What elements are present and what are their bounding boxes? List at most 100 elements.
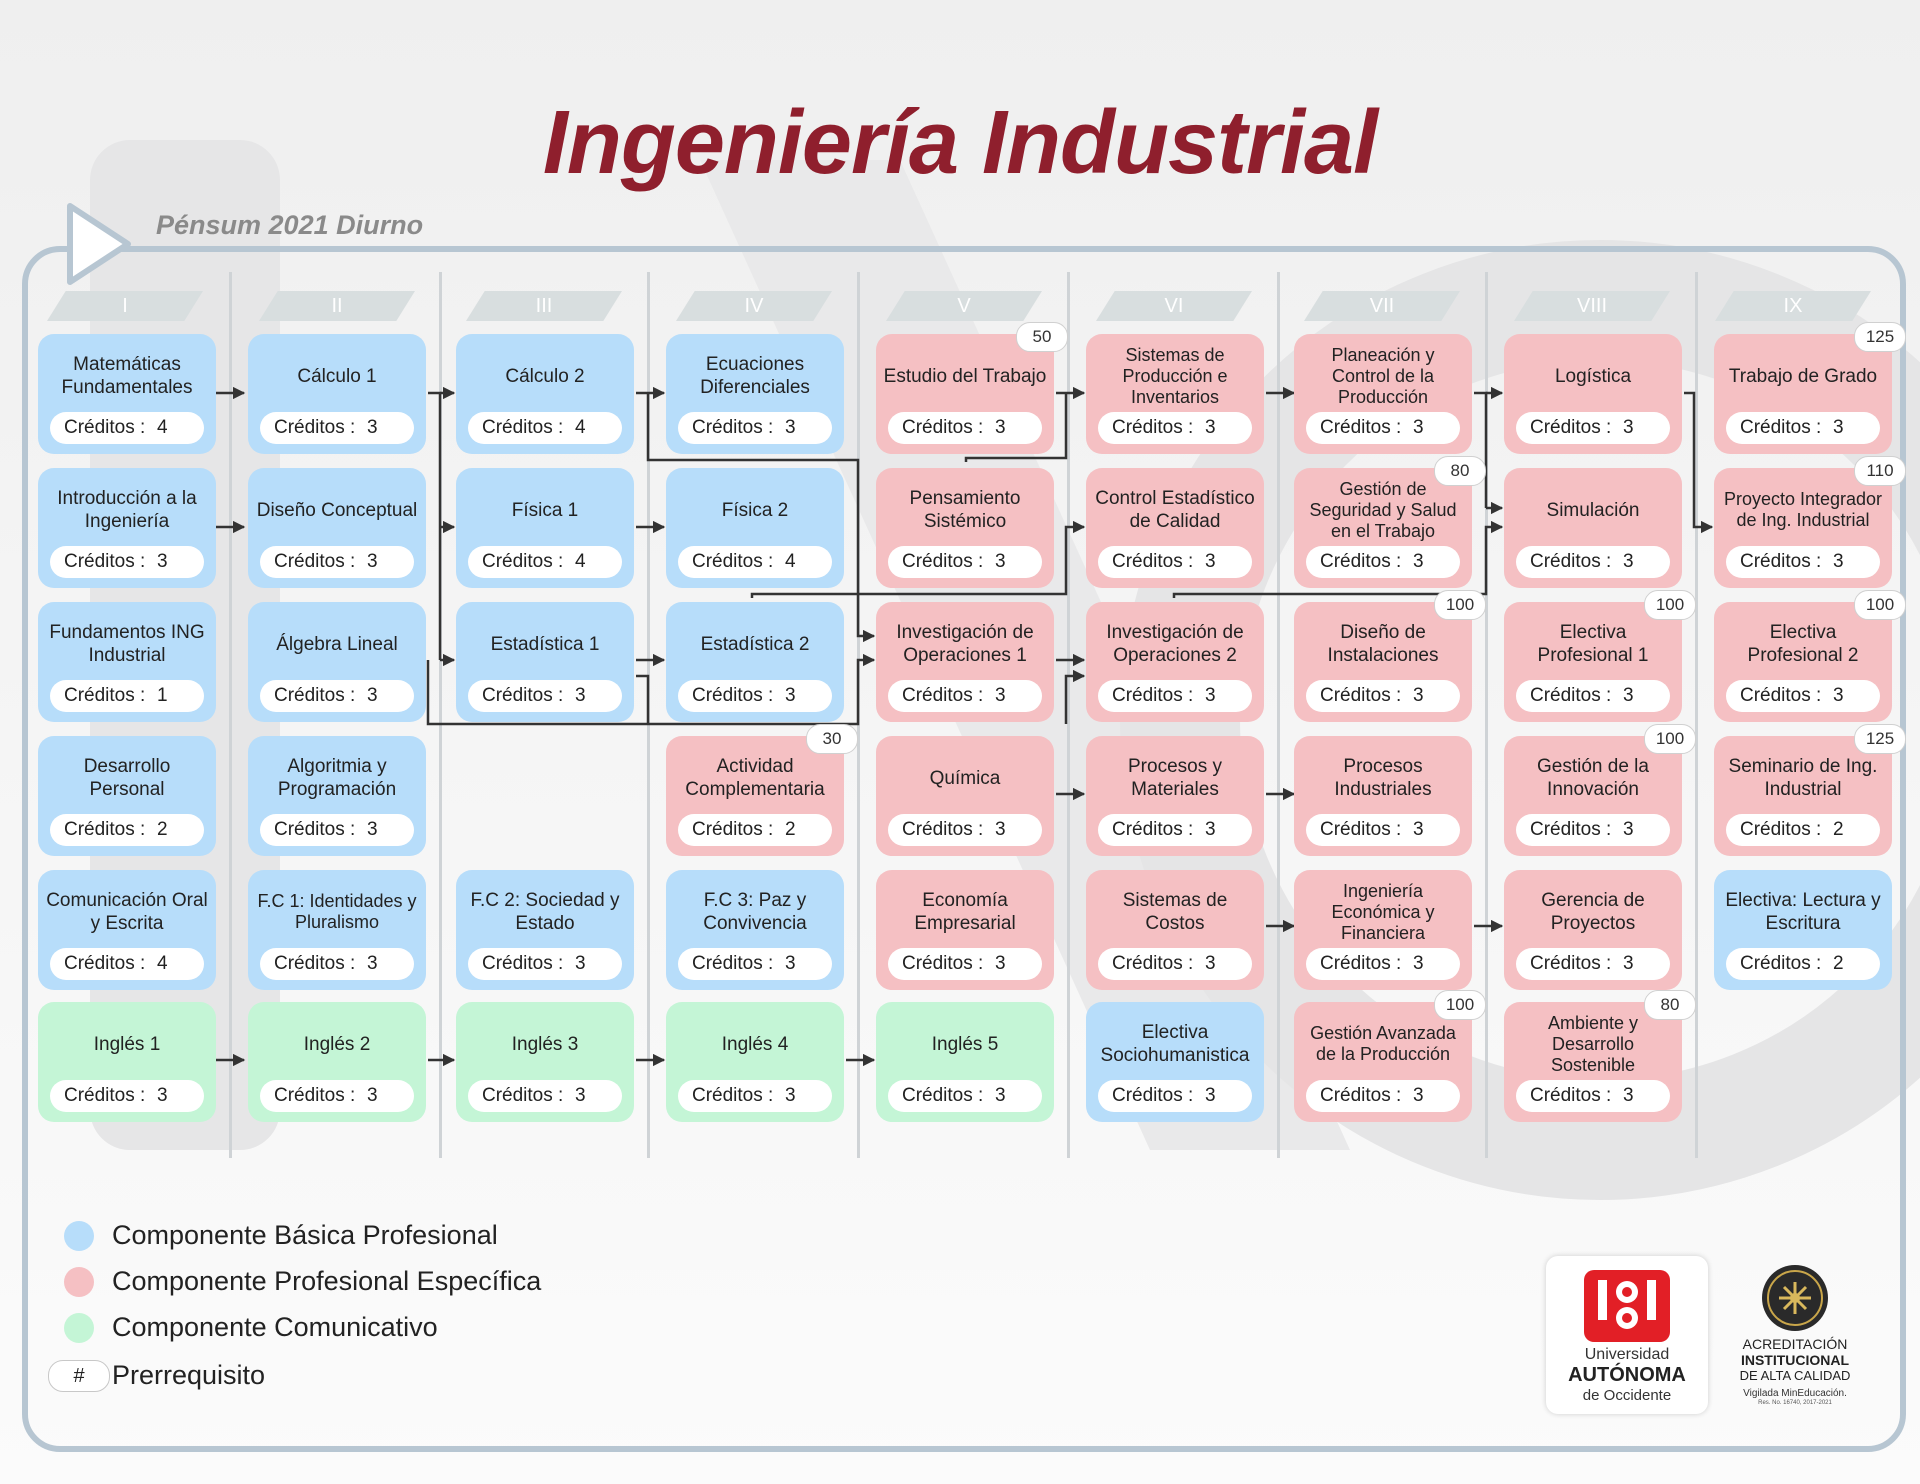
course-card-simulacion[interactable]: Simulación Créditos : 3 [1504,468,1682,588]
course-card-fc2[interactable]: F.C 2: Sociedad y Estado Créditos : 3 [456,870,634,990]
course-card-fc3[interactable]: F.C 3: Paz y Convivencia Créditos : 3 [666,870,844,990]
credits-pill: Créditos : 3 [1726,412,1880,444]
course-card-amb-des[interactable]: Ambiente y Desarrollo Sostenible Créditos… [1504,990,1696,1122]
course-name: Investigación de Operaciones 1 [896,622,1034,666]
credits-value: 3 [995,819,1006,840]
course-card-gest-seg[interactable]: Gestión de Seguridad y Salud en el Traba… [1294,456,1486,588]
course-card-fc1[interactable]: F.C 1: Identidades y Pluralismo Créditos … [248,870,426,990]
course-card-econ-emp[interactable]: Economía Empresarial Créditos : 3 [876,870,1054,990]
credits-pill: Créditos : 3 [888,412,1042,444]
course-card-fisica1[interactable]: Física 1 Créditos : 4 [456,468,634,588]
course-card-des-pers[interactable]: Desarrollo Personal Créditos : 2 [38,736,216,856]
credits-pill: Créditos : 4 [468,412,622,444]
course-name: Diseño de Instalaciones [1327,622,1439,666]
course-card-estad2[interactable]: Estadística 2 Créditos : 3 [666,602,844,722]
course-card-algoritmia[interactable]: Algoritmia y Programación Créditos : 3 [248,736,426,856]
course-card-sist-cost[interactable]: Sistemas de Costos Créditos : 3 [1086,870,1264,990]
credits-label: Créditos : [482,1085,564,1106]
course-card-alg-lin[interactable]: Álgebra Lineal Créditos : 3 [248,602,426,722]
course-card-logistica[interactable]: Logística Créditos : 3 [1504,334,1682,454]
credits-pill: Créditos : 3 [1098,948,1252,980]
course-card-sist-prod[interactable]: Sistemas de Producción e Inventarios Créd… [1086,334,1264,454]
course-card-dis-inst[interactable]: Diseño de Instalaciones Créditos : 3 100 [1294,590,1486,722]
course-card-seminario[interactable]: Seminario de Ing. Industrial Créditos : 2 1… [1714,724,1906,856]
connector-invop1-invop2-b [1064,669,1086,724]
course-card-elec-lect[interactable]: Electiva: Lectura y Escritura Créditos : 2 [1714,870,1892,990]
connector-log-proyint [1684,391,1714,534]
course-card-elec-soc[interactable]: Electiva Sociohumanistica Créditos : 3 [1086,1002,1264,1122]
course-card-pens-sist[interactable]: Pensamiento Sistémico Créditos : 3 [876,468,1054,588]
course-card-calc1[interactable]: Cálculo 1 Créditos : 3 [248,334,426,454]
credits-value: 4 [157,417,168,438]
course-card-estad1[interactable]: Estadística 1 Créditos : 3 [456,602,634,722]
credits-pill: Créditos : 3 [1516,948,1670,980]
credits-pill: Créditos : 3 [1516,546,1670,578]
credits-pill: Créditos : 3 [888,1080,1042,1112]
course-card-inv-op1[interactable]: Investigación de Operaciones 1 Créditos :… [876,602,1054,722]
credits-label: Créditos : [1112,417,1194,438]
semester-label: III [535,295,553,317]
credits-value: 3 [1623,685,1634,706]
course-card-calc2[interactable]: Cálculo 2 Créditos : 4 [456,334,634,454]
credits-label: Créditos : [1320,417,1402,438]
course-card-ingles2[interactable]: Inglés 2 Créditos : 3 [248,1002,426,1122]
credits-value: 2 [785,819,796,840]
course-card-ctrl-est[interactable]: Control Estadístico de Calidad Créditos :… [1086,468,1264,588]
course-name: Cálculo 2 [505,365,585,387]
course-card-proc-mat[interactable]: Procesos y Materiales Créditos : 3 [1086,736,1264,856]
course-card-com-oral[interactable]: Comunicación Oral y Escrita Créditos : 4 [38,870,216,990]
credits-pill: Créditos : 3 [1306,546,1460,578]
legend-dot [64,1267,94,1297]
course-card-intro-ing[interactable]: Introducción a la Ingeniería Créditos : 3 [38,468,216,588]
column-separator [1277,272,1280,1158]
course-card-ecdif[interactable]: Ecuaciones Diferenciales Créditos : 3 [666,334,844,454]
credits-label: Créditos : [64,819,146,840]
course-card-est-trab[interactable]: Estudio del Trabajo Créditos : 3 50 [876,322,1068,454]
course-card-fisica2[interactable]: Física 2 Créditos : 4 [666,468,844,588]
course-name: Investigación de Operaciones 2 [1106,622,1244,666]
course-card-quimica[interactable]: Química Créditos : 3 [876,736,1054,856]
credits-pill: Créditos : 3 [1098,680,1252,712]
course-card-ingles5[interactable]: Inglés 5 Créditos : 3 [876,1002,1054,1122]
course-name: Gestión de Seguridad y Salud en el Traba… [1309,478,1457,541]
course-card-mat-fund[interactable]: Matemáticas Fundamentales Créditos : 4 [38,334,216,454]
course-card-plan-ctrl[interactable]: Planeación y Control de la Producción Cré… [1294,334,1472,454]
semester-label: VI [1164,295,1184,317]
course-name: F.C 3: Paz y Convivencia [703,890,807,934]
credits-label: Créditos : [1530,1085,1612,1106]
course-card-trab-grado[interactable]: Trabajo de Grado Créditos : 3 125 [1714,322,1906,454]
course-card-act-comp[interactable]: Actividad Complementaria Créditos : 2 30 [666,724,858,856]
course-name: Economía Empresarial [914,890,1016,934]
credits-value: 3 [1205,1085,1216,1106]
credits-value: 3 [1205,417,1216,438]
course-card-proc-ind[interactable]: Procesos Industriales Créditos : 3 [1294,736,1472,856]
course-card-proy-int[interactable]: Proyecto Integrador de Ing. Industrial Cr… [1714,456,1906,588]
credits-value: 3 [367,1085,378,1106]
course-card-ingles1[interactable]: Inglés 1 Créditos : 3 [38,1002,216,1122]
course-card-inv-op2[interactable]: Investigación de Operaciones 2 Créditos :… [1086,602,1264,722]
course-card-elec-prof1[interactable]: Electiva Profesional 1 Créditos : 3 100 [1504,590,1696,722]
course-card-dis-conc[interactable]: Diseño Conceptual Créditos : 3 [248,468,426,588]
acred-line2: INSTITUCIONAL [1740,1352,1850,1368]
course-card-elec-prof2[interactable]: Electiva Profesional 2 Créditos : 3 100 [1714,590,1906,722]
credits-label: Créditos : [274,953,356,974]
course-card-fund-ing[interactable]: Fundamentos ING Industrial Créditos : 1 [38,602,216,722]
credits-value: 2 [1833,819,1844,840]
course-name: Matemáticas Fundamentales [61,354,193,398]
course-card-gest-innov[interactable]: Gestión de la Innovación Créditos : 3 100 [1504,724,1696,856]
credits-label: Créditos : [902,1085,984,1106]
connector-calc2-invop1 [646,393,876,643]
credits-pill: Créditos : 3 [1306,1080,1460,1112]
uao-logo-mark [1584,1270,1670,1342]
credits-label: Créditos : [902,551,984,572]
prerequisite-badge: 110 [1854,456,1906,486]
semester-header: II [259,291,415,321]
course-card-ingles4[interactable]: Inglés 4 Créditos : 3 [666,1002,844,1122]
uao-logo: Universidad AUTÓNOMA de Occidente [1546,1256,1708,1414]
semester-header-shape [466,291,622,321]
course-card-ger-proy[interactable]: Gerencia de Proyectos Créditos : 3 [1504,870,1682,990]
course-card-ing-econ[interactable]: Ingeniería Económica y Financiera Crédito… [1294,870,1472,990]
course-card-ingles3[interactable]: Inglés 3 Créditos : 3 [456,1002,634,1122]
course-name: Sistemas de Producción e Inventarios [1122,344,1228,407]
course-card-gest-av[interactable]: Gestión Avanzada de la Producción Crédito… [1294,990,1486,1122]
